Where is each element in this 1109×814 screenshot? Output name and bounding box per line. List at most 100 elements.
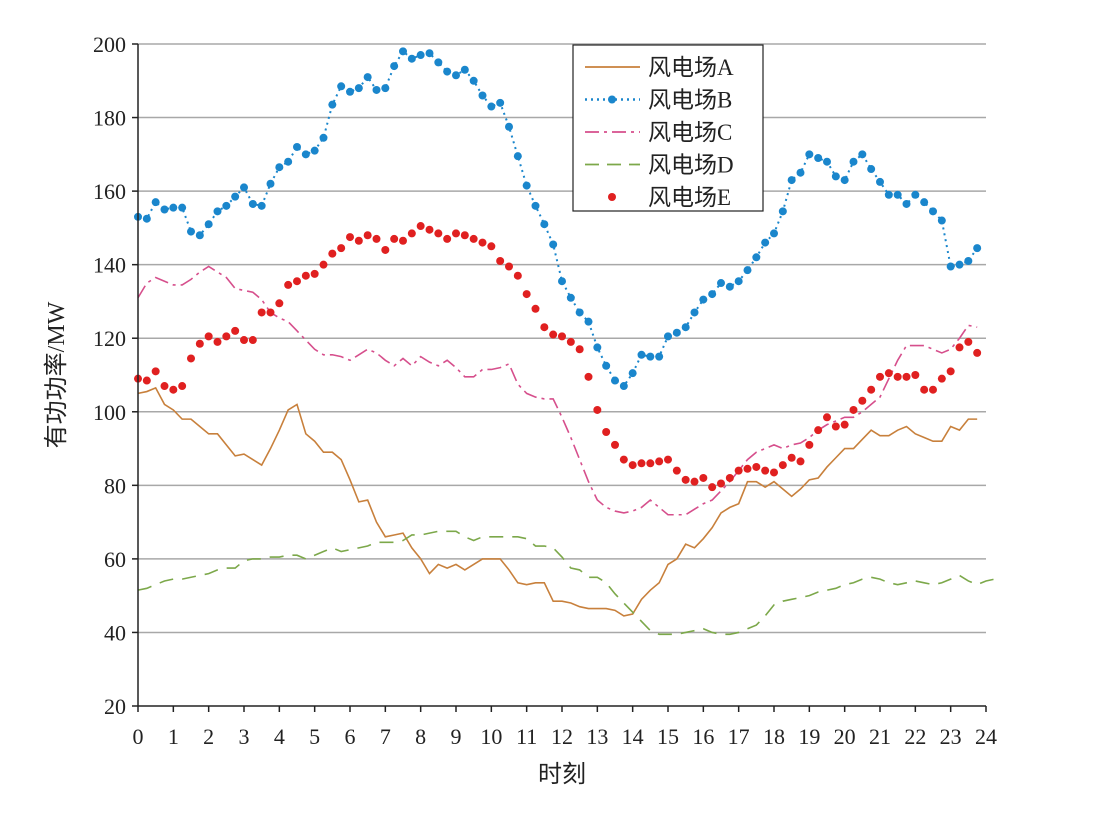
legend-label: 风电场D xyxy=(648,153,734,178)
data-point xyxy=(363,231,372,240)
data-point xyxy=(628,369,637,378)
data-point xyxy=(637,459,646,468)
data-point xyxy=(496,256,505,265)
legend-label: 风电场B xyxy=(648,88,732,113)
data-point xyxy=(946,367,955,376)
data-point xyxy=(708,483,717,492)
data-point xyxy=(195,339,204,348)
data-point xyxy=(770,229,778,238)
legend-label: 风电场A xyxy=(648,55,734,80)
y-tick-label: 120 xyxy=(93,326,126,351)
x-tick-label: 15 xyxy=(657,724,679,749)
data-point xyxy=(328,249,337,258)
data-point xyxy=(717,479,725,488)
data-point xyxy=(381,84,390,93)
data-point xyxy=(399,47,407,56)
series-b xyxy=(134,47,982,391)
data-point xyxy=(513,152,522,161)
legend: 风电场A 风电场B 风电场C 风电场D 风电场E xyxy=(572,44,764,212)
data-point xyxy=(337,244,346,253)
x-tick-label: 11 xyxy=(516,724,537,749)
legend-marker xyxy=(608,193,616,201)
data-point xyxy=(566,293,575,302)
legend-marker xyxy=(608,95,616,104)
y-tick-label: 20 xyxy=(104,694,126,719)
data-point xyxy=(469,76,478,85)
data-point xyxy=(275,163,284,172)
data-point xyxy=(964,337,973,346)
series-line xyxy=(137,530,995,636)
data-point xyxy=(929,207,937,216)
data-point xyxy=(717,279,725,288)
data-point xyxy=(443,234,452,243)
data-point xyxy=(257,308,266,317)
x-tick-label: 13 xyxy=(586,724,608,749)
data-point xyxy=(628,461,637,470)
data-point xyxy=(513,271,522,280)
data-point xyxy=(778,461,787,470)
data-point xyxy=(752,253,761,262)
data-point xyxy=(178,382,187,391)
data-point xyxy=(248,199,257,208)
data-point xyxy=(946,262,955,271)
data-point xyxy=(231,192,240,201)
x-tick-label: 17 xyxy=(728,724,750,749)
data-point xyxy=(575,345,584,354)
data-point xyxy=(619,382,628,391)
data-point xyxy=(699,473,708,482)
x-tick-label: 14 xyxy=(622,724,644,749)
data-point xyxy=(407,229,416,238)
series-e xyxy=(134,222,982,492)
y-tick-label: 80 xyxy=(104,473,126,498)
data-point xyxy=(337,82,346,91)
data-point xyxy=(187,227,195,236)
data-point xyxy=(222,332,231,341)
series-c xyxy=(137,265,978,516)
x-tick-label: 2 xyxy=(203,724,214,749)
data-point xyxy=(531,304,540,313)
data-point xyxy=(814,154,823,163)
data-point xyxy=(505,122,513,131)
data-point xyxy=(346,233,354,242)
data-point xyxy=(160,382,169,391)
data-point xyxy=(240,183,248,192)
x-tick-label: 9 xyxy=(451,724,462,749)
data-point xyxy=(734,466,743,475)
data-point xyxy=(655,457,664,466)
legend-box xyxy=(572,44,764,212)
data-point xyxy=(566,337,575,346)
data-point xyxy=(725,473,734,482)
data-point xyxy=(416,222,425,231)
data-point xyxy=(293,142,301,151)
data-point xyxy=(549,240,558,249)
data-point xyxy=(681,323,690,332)
data-point xyxy=(142,376,151,385)
data-point xyxy=(496,98,505,107)
data-point xyxy=(761,238,770,247)
data-point xyxy=(195,231,204,240)
data-point xyxy=(664,455,672,464)
series-line xyxy=(137,386,978,617)
data-point xyxy=(752,462,761,471)
x-tick-label: 1 xyxy=(168,724,179,749)
data-point xyxy=(558,277,566,286)
data-point xyxy=(363,73,372,82)
data-point xyxy=(310,269,319,278)
data-point xyxy=(893,372,902,381)
data-point xyxy=(893,190,902,199)
data-point xyxy=(831,422,840,431)
legend-label: 风电场C xyxy=(648,120,732,145)
data-point xyxy=(204,332,213,341)
y-tick-label: 100 xyxy=(93,400,126,425)
data-point xyxy=(531,201,540,210)
data-point xyxy=(390,62,399,71)
data-point xyxy=(266,308,275,317)
data-point xyxy=(328,100,337,109)
y-tick-label: 160 xyxy=(93,179,126,204)
x-tick-label: 7 xyxy=(380,724,391,749)
axes xyxy=(137,44,986,707)
x-tick-label: 23 xyxy=(940,724,962,749)
data-point xyxy=(778,207,787,216)
data-point xyxy=(858,396,867,405)
data-point xyxy=(619,455,628,464)
